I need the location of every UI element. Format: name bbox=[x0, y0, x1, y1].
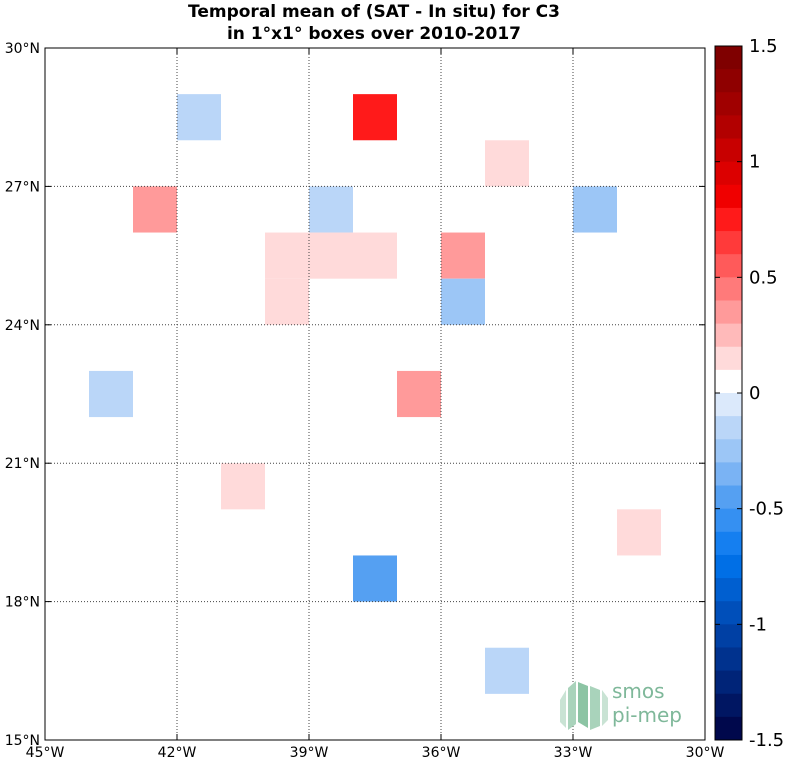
colorbar-segment bbox=[715, 69, 742, 93]
colorbar-segment bbox=[715, 369, 742, 394]
data-cell bbox=[573, 186, 617, 233]
x-tick-label: 30°W bbox=[686, 745, 725, 760]
colorbar-segment bbox=[715, 485, 742, 510]
data-cell bbox=[353, 555, 397, 602]
title-line-1: Temporal mean of (SAT - In situ) for C3 bbox=[188, 2, 560, 22]
data-cells bbox=[89, 94, 661, 694]
colorbar-segment bbox=[715, 207, 742, 232]
data-cell bbox=[133, 186, 177, 233]
data-cell bbox=[265, 278, 309, 325]
colorbar-segment bbox=[715, 578, 742, 602]
colorbar-segment bbox=[715, 323, 742, 348]
data-cell bbox=[177, 94, 221, 141]
colorbar-segment bbox=[715, 138, 742, 163]
x-tick-label: 33°W bbox=[554, 745, 593, 760]
plot-frame bbox=[44, 47, 706, 741]
colorbar-segment bbox=[715, 92, 742, 116]
colorbar: -1.5 -1 -0.5 0 0.5 1 1.5 bbox=[714, 36, 784, 751]
data-cell bbox=[221, 463, 265, 510]
data-cell bbox=[441, 278, 485, 325]
colorbar-segment bbox=[715, 531, 742, 556]
colorbar-segment bbox=[715, 161, 742, 186]
colorbar-segment bbox=[715, 693, 742, 718]
colorbar-segment bbox=[715, 647, 742, 672]
y-tick-label: 15°N bbox=[5, 733, 40, 749]
chart-title: Temporal mean of (SAT - In situ) for C3 … bbox=[188, 2, 560, 44]
colorbar-tick-label: -1.5 bbox=[749, 730, 784, 751]
colorbar-segment bbox=[715, 439, 742, 463]
colorbar-segment bbox=[715, 670, 742, 695]
colorbar-segment bbox=[715, 115, 742, 140]
y-axis: 15°N 18°N 21°N 24°N 27°N 30°N bbox=[5, 41, 705, 749]
colorbar-segment bbox=[715, 624, 742, 648]
colorbar-segment bbox=[715, 462, 742, 487]
logo-text-line2: pi-mep bbox=[612, 703, 682, 727]
data-cell bbox=[265, 232, 309, 279]
data-cell bbox=[485, 647, 529, 694]
colorbar-tick-label: 1.5 bbox=[749, 36, 778, 57]
data-cell bbox=[485, 140, 529, 187]
colorbar-segment bbox=[715, 508, 742, 533]
data-cell bbox=[353, 94, 397, 141]
colorbar-tick-label: -1 bbox=[749, 614, 767, 635]
x-tick-label: 39°W bbox=[290, 745, 329, 760]
colorbar-segment bbox=[715, 231, 742, 255]
x-tick-label: 36°W bbox=[422, 745, 461, 760]
data-cell bbox=[309, 232, 353, 279]
smos-pimep-logo: smos pi-mep bbox=[560, 679, 682, 730]
data-cell bbox=[617, 509, 661, 556]
logo-icon bbox=[560, 681, 608, 730]
colorbar-tick-label: -0.5 bbox=[749, 499, 784, 520]
colorbar-tick-label: 1 bbox=[749, 152, 760, 173]
colorbar-segment bbox=[715, 184, 742, 209]
grid-lines bbox=[45, 48, 705, 740]
data-cell bbox=[441, 232, 485, 279]
logo-text-line1: smos bbox=[612, 679, 665, 703]
colorbar-segment bbox=[715, 716, 742, 741]
y-tick-label: 30°N bbox=[5, 41, 40, 57]
colorbar-segment bbox=[715, 346, 742, 371]
colorbar-segment bbox=[715, 254, 742, 278]
x-tick-label: 45°W bbox=[26, 745, 65, 760]
data-cell bbox=[89, 370, 133, 418]
colorbar-segment bbox=[715, 601, 742, 625]
y-tick-label: 24°N bbox=[5, 318, 40, 334]
colorbar-tick-label: 0.5 bbox=[749, 267, 778, 288]
title-line-2: in 1°x1° boxes over 2010-2017 bbox=[227, 24, 521, 44]
y-tick-label: 21°N bbox=[5, 456, 40, 472]
colorbar-segment bbox=[715, 277, 742, 301]
colorbar-segment bbox=[715, 300, 742, 325]
y-tick-label: 27°N bbox=[5, 179, 40, 195]
data-cell bbox=[353, 232, 397, 279]
data-cell bbox=[309, 186, 353, 233]
colorbar-segment bbox=[715, 554, 742, 579]
x-tick-label: 42°W bbox=[158, 745, 197, 760]
data-cell bbox=[397, 370, 441, 418]
colorbar-tick-label: 0 bbox=[749, 383, 760, 404]
colorbar-segment bbox=[715, 416, 742, 440]
colorbar-segment bbox=[715, 46, 742, 70]
x-axis: 45°W 42°W 39°W 36°W 33°W 30°W bbox=[26, 48, 725, 760]
y-tick-label: 18°N bbox=[5, 595, 40, 611]
colorbar-segment bbox=[715, 393, 742, 417]
